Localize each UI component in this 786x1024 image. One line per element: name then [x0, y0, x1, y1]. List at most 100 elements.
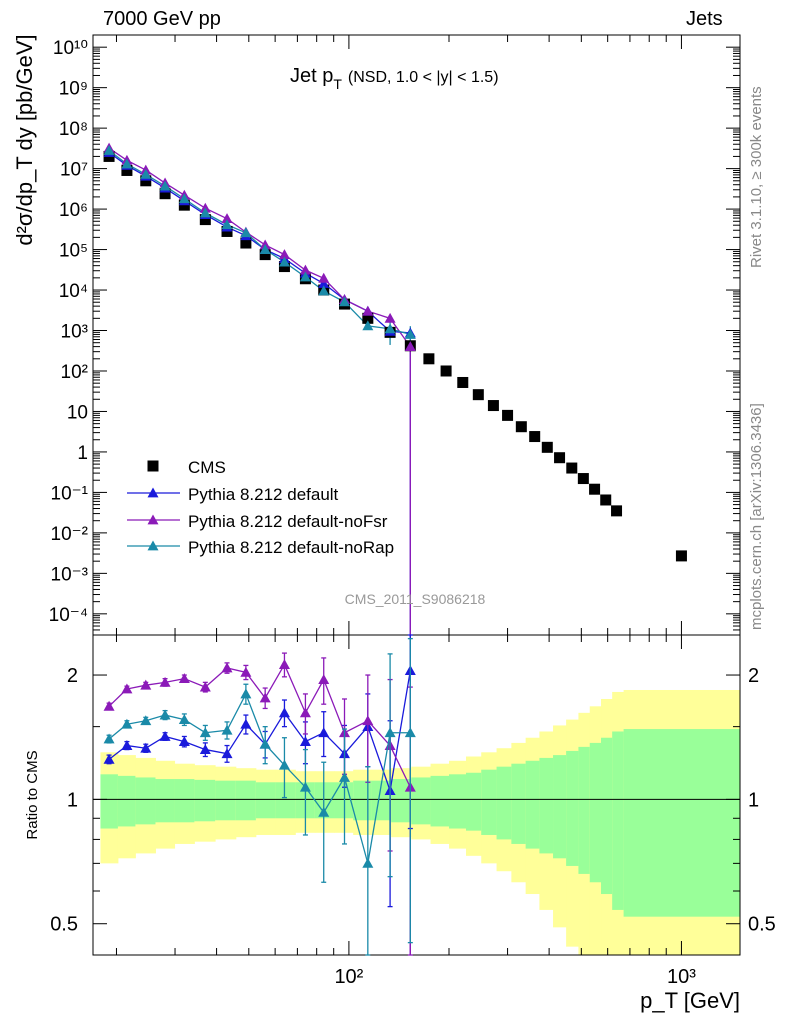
- green-band-bin: [601, 737, 613, 895]
- ratio-point: [199, 727, 211, 738]
- ratio-y-tick-label-right: 2: [748, 665, 759, 687]
- ratio-point: [362, 715, 374, 726]
- y-tick-label: 10⁻³: [51, 564, 89, 585]
- green-band-bin: [481, 769, 498, 835]
- ratio-point: [221, 748, 233, 759]
- ratio-point: [221, 662, 233, 673]
- x-tick-label: 10²: [334, 966, 363, 988]
- ratio-point: [240, 666, 252, 677]
- ratio-point: [140, 679, 152, 690]
- green-band-bin: [155, 779, 176, 823]
- data-point-cms: [440, 365, 452, 377]
- green-band-bin: [623, 729, 741, 917]
- green-band-bin: [566, 750, 579, 866]
- data-point-cms: [472, 389, 484, 401]
- data-point-cms: [457, 376, 469, 388]
- ratio-point: [299, 736, 311, 746]
- legend-label: Pythia 8.212 default-noFsr: [188, 512, 388, 531]
- data-point-cms: [600, 494, 612, 506]
- ratio-point: [159, 709, 171, 720]
- data-point-mc: [240, 227, 252, 238]
- green-band-bin: [411, 777, 432, 825]
- y-tick-label: 10: [67, 402, 88, 423]
- ratio-line: [108, 670, 411, 791]
- data-point-mc: [259, 244, 271, 254]
- y-axis-label: d²σ/dp_T dy [pb/GeV]: [12, 34, 37, 245]
- green-band-bin: [255, 782, 277, 819]
- green-band-bin: [553, 755, 567, 859]
- data-point-mc: [278, 249, 290, 260]
- y-tick-label: 10⁶: [59, 200, 88, 221]
- data-point-mc: [362, 320, 374, 331]
- y-tick-label: 10³: [61, 322, 88, 343]
- data-point-cms: [278, 261, 290, 273]
- data-point-cms: [140, 175, 152, 187]
- rivet-version-label: Rivet 3.1.10, ≥ 300k events: [748, 86, 765, 268]
- ratio-point: [121, 740, 133, 750]
- ratio-point: [103, 753, 115, 764]
- green-band-bin: [449, 774, 467, 829]
- data-point-cms: [199, 214, 211, 226]
- ratio-point: [240, 688, 252, 699]
- ratio-line: [108, 663, 411, 788]
- ratio-point: [178, 673, 190, 684]
- data-point-cms: [566, 462, 578, 474]
- ratio-point: [103, 700, 115, 711]
- data-point-cms: [240, 237, 252, 249]
- data-point-cms: [259, 249, 271, 261]
- ratio-point: [278, 707, 290, 718]
- green-band-bin: [525, 760, 540, 849]
- ratio-y-tick-label: 1: [67, 789, 78, 811]
- y-tick-label: 1: [77, 443, 88, 464]
- header-collision-label: 7000 GeV pp: [103, 8, 221, 30]
- green-band-bin: [589, 742, 602, 883]
- green-band-bin: [215, 780, 237, 821]
- green-band-bin: [539, 757, 554, 854]
- green-band-bin: [612, 731, 625, 910]
- legend-label: CMS: [188, 458, 226, 477]
- legend-marker: [147, 487, 159, 498]
- green-band-bin: [314, 782, 335, 819]
- data-point-mc: [339, 296, 351, 307]
- ratio-point: [121, 683, 133, 694]
- green-band-bin: [174, 779, 195, 823]
- data-point-mc: [384, 323, 396, 334]
- green-band-bin: [235, 780, 257, 821]
- y-tick-label: 10⁸: [59, 119, 88, 140]
- green-band-bin: [353, 780, 373, 821]
- data-point-mc: [404, 328, 416, 339]
- data-point-mc: [140, 168, 152, 179]
- green-band-bin: [578, 746, 591, 874]
- ratio-y-tick-label-right: 0.5: [748, 914, 776, 936]
- y-tick-label: 10⁵: [59, 241, 88, 262]
- data-point-mc: [159, 180, 171, 191]
- ratio-point: [278, 659, 290, 669]
- ratio-frame: [92, 634, 741, 956]
- data-point-mc: [199, 207, 211, 218]
- data-point-mc: [278, 256, 290, 267]
- data-point-cms: [502, 409, 514, 421]
- ratio-chart-marks: [103, 634, 416, 956]
- ratio-y-axis-label: Ratio to CMS: [24, 750, 41, 839]
- ratio-point: [259, 692, 271, 703]
- green-band-bin: [135, 777, 156, 825]
- data-point-mc: [103, 145, 115, 155]
- header-category-label: Jets: [686, 8, 723, 30]
- data-point-mc: [404, 341, 416, 352]
- data-point-cms: [159, 188, 171, 200]
- y-tick-label: 10⁻¹: [51, 483, 89, 504]
- y-tick-label: 10⁷: [60, 160, 88, 181]
- data-point-mc: [221, 213, 233, 224]
- legend-marker: [147, 460, 159, 472]
- ratio-line: [108, 692, 411, 864]
- data-point-cms: [541, 441, 553, 453]
- series-line: [108, 147, 411, 347]
- data-point-mc: [318, 278, 330, 288]
- green-band-bin: [275, 782, 296, 819]
- y-tick-label: 10⁹: [59, 79, 88, 100]
- x-tick-label: 10³: [667, 966, 696, 988]
- ratio-point: [318, 674, 330, 684]
- ratio-point: [221, 724, 233, 735]
- ratio-point: [299, 707, 311, 718]
